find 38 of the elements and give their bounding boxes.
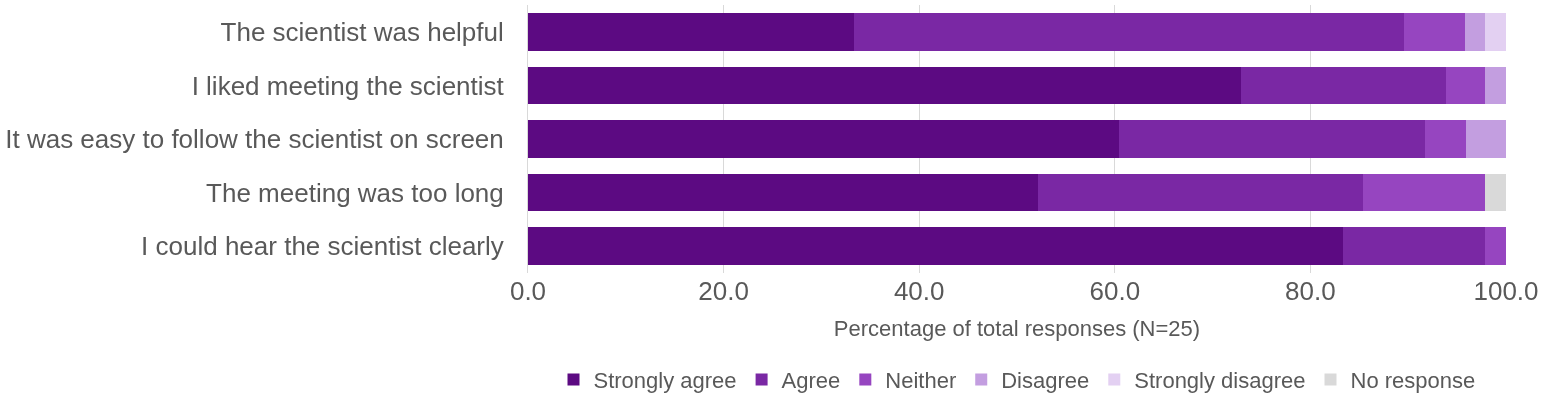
bar xyxy=(1465,120,1506,158)
y-tick-label: I could hear the scientist clearly xyxy=(141,231,504,262)
x-tick-label: 60.0 xyxy=(1089,276,1141,306)
bar xyxy=(1037,173,1364,212)
legend-label: Strongly agree xyxy=(593,368,737,394)
x-tick-label: 20.0 xyxy=(698,276,749,306)
bar xyxy=(1485,66,1506,105)
legend-label: Neither xyxy=(885,368,957,394)
bar xyxy=(528,173,1038,212)
bar xyxy=(1446,66,1486,105)
x-tick-label: 40.0 xyxy=(893,276,945,306)
bar xyxy=(528,227,1343,265)
bar xyxy=(1363,173,1486,212)
legend-label: No response xyxy=(1350,368,1476,394)
legend-label: Strongly disagree xyxy=(1134,368,1306,394)
bar xyxy=(1118,120,1425,158)
x-tick-label: 80.0 xyxy=(1285,276,1336,306)
x-tick-label: 100.0 xyxy=(1473,276,1539,306)
x-tick-label: 0.0 xyxy=(509,276,547,306)
bar xyxy=(853,13,1405,51)
bar xyxy=(1485,13,1506,51)
bar xyxy=(1342,227,1486,265)
bar xyxy=(528,120,1119,158)
legend-label: Agree xyxy=(781,368,841,394)
bar xyxy=(1464,13,1486,51)
bar xyxy=(528,13,854,51)
y-tick-label: I liked meeting the scientist xyxy=(191,70,505,101)
bar xyxy=(528,66,1241,105)
bar xyxy=(1485,173,1506,212)
bar xyxy=(1485,227,1506,265)
y-tick-label: The scientist was helpful xyxy=(220,16,504,47)
legend-label: Disagree xyxy=(1001,368,1090,394)
bar xyxy=(1240,66,1447,105)
y-tick-label: The meeting was too long xyxy=(206,177,504,208)
y-tick-label: It was easy to follow the scientist on screen xyxy=(5,124,504,155)
bar xyxy=(1404,13,1465,51)
x-axis-title: Percentage of total responses (N=25) xyxy=(833,315,1201,341)
bar xyxy=(1424,120,1466,158)
